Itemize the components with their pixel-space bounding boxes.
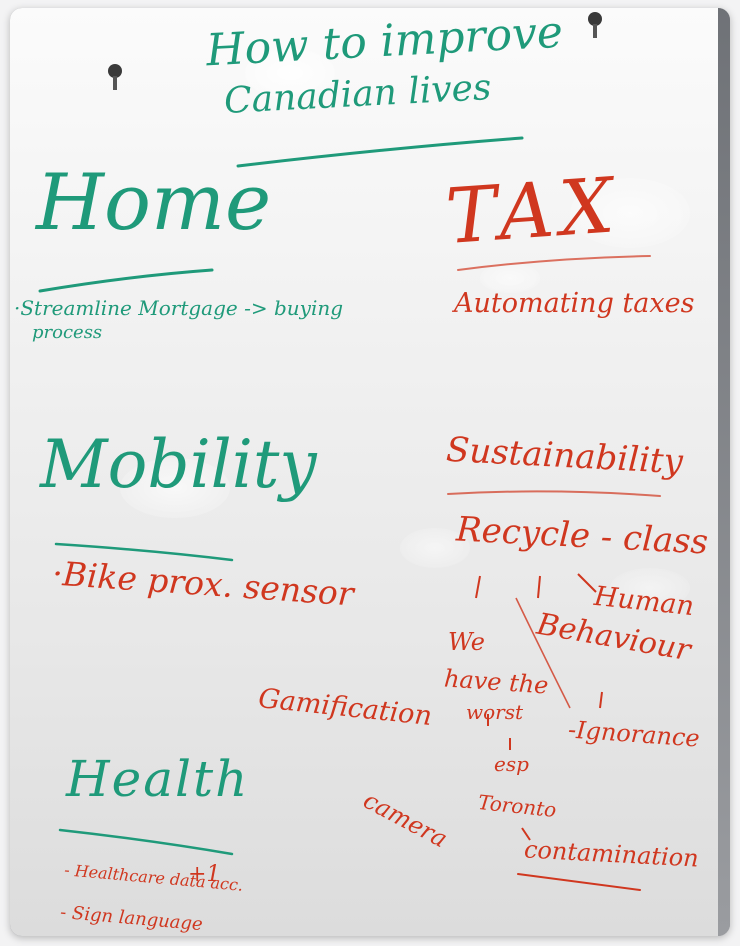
whiteboard: How to improve Canadian lives Home ·Stre… <box>10 8 718 936</box>
board-edge <box>718 8 730 936</box>
light-glare <box>480 263 540 293</box>
worst-label: worst <box>466 700 524 724</box>
mounting-bolt-icon <box>588 12 602 38</box>
home-heading: Home <box>36 158 272 248</box>
health-plus-one: +1 <box>188 862 221 887</box>
light-glare <box>400 528 470 568</box>
esp-label: esp <box>494 752 529 776</box>
home-item-line1: ·Streamline Mortgage -> buying <box>14 296 344 320</box>
light-glare <box>245 48 335 98</box>
whiteboard-photo: How to improve Canadian lives Home ·Stre… <box>10 8 730 936</box>
home-item-line2: process <box>32 322 103 343</box>
tax-heading: TAX <box>443 160 623 261</box>
mobility-heading: Mobility <box>40 426 317 503</box>
light-glare <box>570 178 690 248</box>
light-glare <box>610 568 690 608</box>
health-heading: Health <box>66 750 250 808</box>
we-label: We <box>448 628 485 656</box>
mounting-bolt-icon <box>108 64 122 90</box>
marker-strokes <box>38 136 661 891</box>
light-glare <box>120 458 230 518</box>
tax-item: Automating taxes <box>454 288 695 319</box>
